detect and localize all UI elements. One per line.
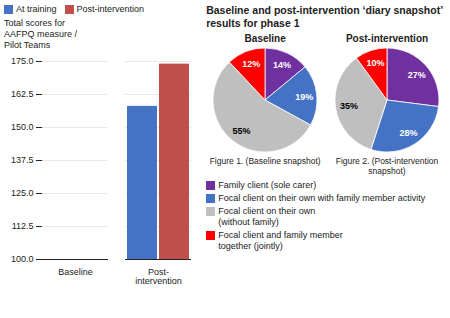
html-text:Post-intervention: Post-intervention: [345, 33, 429, 44]
svg-text:Post-intervention: Post-intervention: [135, 267, 182, 286]
svg-text:35%: 35%: [340, 101, 358, 111]
html-text:Post-intervention: Post-intervention: [76, 4, 145, 14]
html-text:Focal client and family member: Focal client and family member together …: [218, 230, 343, 251]
svg-text:12%: 12%: [242, 59, 260, 69]
svg-text:137.5: 137.5: [11, 155, 34, 165]
svg-text:125.0: 125.0: [11, 188, 34, 198]
svg-text:27%: 27%: [408, 70, 426, 80]
svg-text:162.5: 162.5: [11, 89, 34, 99]
svg-text:150.0: 150.0: [11, 122, 34, 132]
svg-text:55%: 55%: [233, 126, 251, 136]
svg-text:28%: 28%: [399, 128, 417, 138]
html-text:Baseline: Baseline: [244, 33, 286, 44]
svg-text:10%: 10%: [366, 58, 384, 68]
svg-text:100.0: 100.0: [11, 254, 34, 264]
html-text:Family client (sole carer): Family client (sole carer): [218, 180, 317, 190]
html-text:Total scores for AAFPQ measure: Total scores for AAFPQ measure / Pilot T…: [4, 18, 77, 50]
svg-text:112.5: 112.5: [12, 221, 34, 231]
html-text:At training: At training: [16, 4, 57, 14]
svg-text:175.0: 175.0: [11, 56, 34, 66]
html-text:Baseline and post-intervention: Baseline and post-intervention ‘diary sn…: [206, 4, 443, 29]
svg-text:14%: 14%: [273, 60, 291, 70]
html-text:Figure 1. (Baseline snapshot): Figure 1. (Baseline snapshot): [209, 156, 321, 166]
html-text:Figure 2. (Post-intervention s: Figure 2. (Post-intervention snapshot): [335, 156, 439, 176]
svg-text:Baseline: Baseline: [58, 267, 93, 277]
html-text:Focal client on their own with: Focal client on their own with family me…: [218, 193, 426, 203]
html-text:Focal client on their own (wit: Focal client on their own (without famil…: [218, 206, 316, 227]
svg-text:19%: 19%: [296, 92, 314, 102]
